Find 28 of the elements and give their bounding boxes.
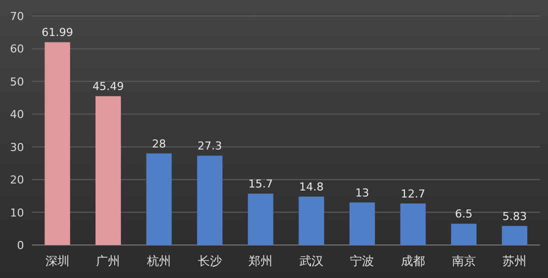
data-label: 13 — [355, 186, 370, 200]
y-tick-label: 0 — [17, 239, 24, 252]
x-tick-label: 南京 — [452, 254, 476, 268]
x-tick-label: 杭州 — [146, 254, 171, 268]
data-label: 28 — [152, 137, 166, 150]
y-tick-label: 10 — [10, 206, 24, 220]
x-tick-label: 深圳 — [45, 254, 70, 268]
y-tick-label: 50 — [10, 75, 24, 88]
data-label: 12.7 — [400, 187, 426, 200]
y-tick-label: 70 — [10, 10, 24, 23]
data-label: 14.8 — [299, 180, 324, 194]
x-tick-label: 成都 — [401, 254, 425, 268]
x-tick-label: 郑州 — [248, 254, 273, 268]
y-tick-label: 30 — [10, 140, 24, 154]
y-tick-label: 40 — [10, 108, 24, 122]
x-tick-label: 长沙 — [198, 254, 222, 268]
y-tick-label: 60 — [10, 42, 24, 56]
x-tick-label: 苏州 — [502, 254, 527, 268]
x-tick-label: 武汉 — [299, 254, 324, 268]
data-label: 45.49 — [92, 80, 124, 94]
data-label: 61.99 — [42, 26, 74, 40]
x-tick-label: 宁波 — [350, 254, 374, 268]
data-label: 15.7 — [248, 178, 273, 191]
y-tick-label: 20 — [10, 174, 24, 187]
x-tick-label: 广州 — [96, 254, 120, 268]
data-label: 5.83 — [502, 210, 527, 223]
data-label: 6.5 — [455, 208, 473, 221]
data-label: 27.3 — [198, 140, 222, 153]
